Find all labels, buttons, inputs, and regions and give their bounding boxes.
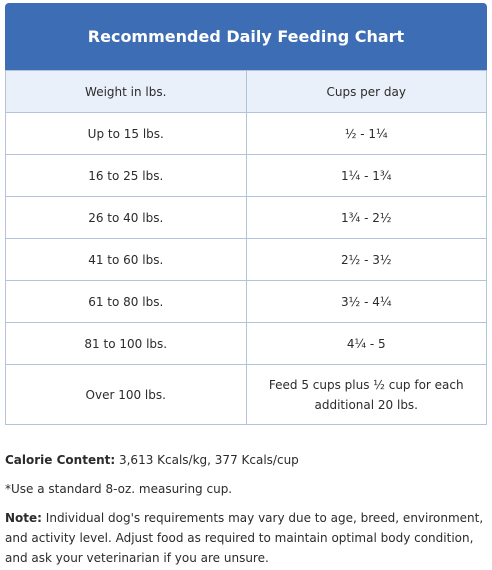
table-row: 61 to 80 lbs. 3½ - 4¼: [5, 280, 487, 323]
table-cell: ½ - 1¼: [245, 112, 487, 155]
table-cell: 81 to 100 lbs.: [5, 322, 247, 365]
calorie-label: Calorie Content:: [5, 453, 116, 467]
calorie-text: 3,613 Kcals/kg, 377 Kcals/cup: [118, 453, 299, 467]
table-cell: Over 100 lbs.: [5, 364, 247, 425]
table-title: Recommended Daily Feeding Chart: [5, 3, 487, 70]
table-cell: 61 to 80 lbs.: [5, 280, 247, 323]
table-row: 81 to 100 lbs. 4¼ - 5: [5, 322, 487, 365]
table-cell: 1¾ - 2½: [245, 196, 487, 239]
table-row: 26 to 40 lbs. 1¾ - 2½: [5, 196, 487, 239]
column-header: Cups per day: [245, 70, 487, 113]
table-cell: Up to 15 lbs.: [5, 112, 247, 155]
table-cell: 16 to 25 lbs.: [5, 154, 247, 197]
table-cell: 26 to 40 lbs.: [5, 196, 247, 239]
table-cell: Feed 5 cups plus ½ cup for each addition…: [245, 364, 487, 425]
table-cell: 4¼ - 5: [245, 322, 487, 365]
table-cell: 1¼ - 1¾: [245, 154, 487, 197]
column-header: Weight in lbs.: [5, 70, 247, 113]
feeding-chart: Recommended Daily Feeding Chart Weight i…: [5, 3, 487, 425]
header-row: Weight in lbs. Cups per day: [5, 70, 487, 113]
calorie-line: Calorie Content: 3,613 Kcals/kg, 377 Kca…: [5, 450, 487, 470]
note-label: Note:: [5, 511, 42, 525]
table-cell: 41 to 60 lbs.: [5, 238, 247, 281]
table-row: Over 100 lbs. Feed 5 cups plus ½ cup for …: [5, 364, 487, 425]
note-text: Individual dog's requirements may vary d…: [5, 511, 484, 565]
cup-note: *Use a standard 8-oz. measuring cup.: [5, 482, 233, 496]
table-cell: 2½ - 3½: [245, 238, 487, 281]
notes: Calorie Content: 3,613 Kcals/kg, 377 Kca…: [5, 450, 487, 568]
table-row: 16 to 25 lbs. 1¼ - 1¾: [5, 154, 487, 197]
table-row: 41 to 60 lbs. 2½ - 3½: [5, 238, 487, 281]
table-body: Weight in lbs. Cups per day Up to 15 lbs…: [5, 70, 487, 425]
table: Weight in lbs. Cups per day Up to 15 lbs…: [5, 70, 487, 425]
note-line: Note: Individual dog's requirements may …: [5, 508, 487, 568]
table-cell: 3½ - 4¼: [245, 280, 487, 323]
table-row: Up to 15 lbs. ½ - 1¼: [5, 112, 487, 155]
